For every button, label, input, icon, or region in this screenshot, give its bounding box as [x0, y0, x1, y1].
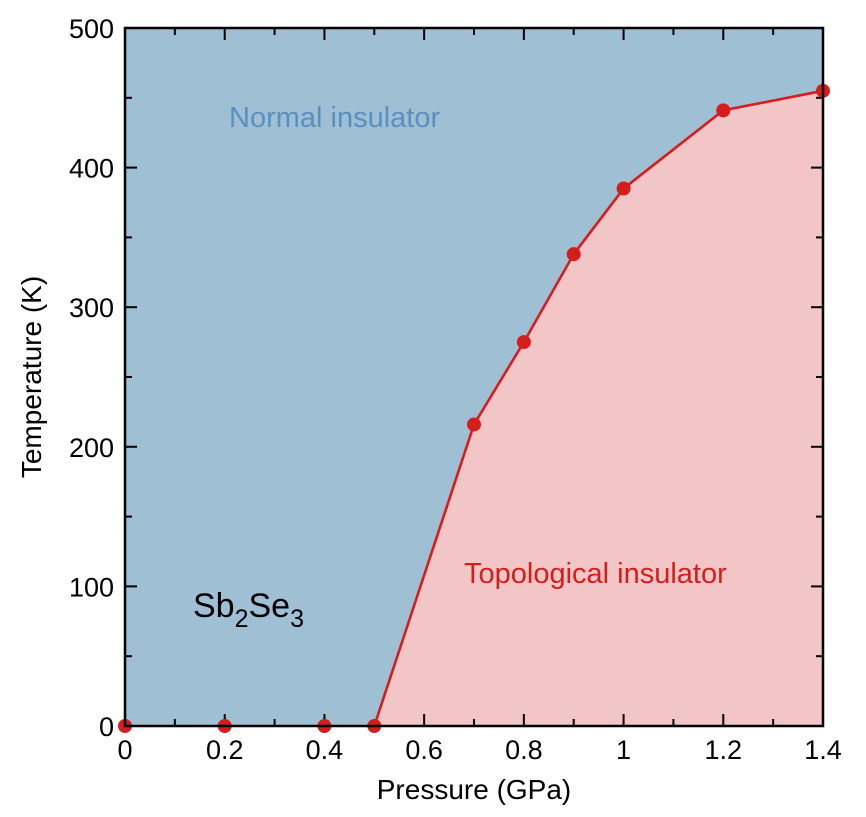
y-tick-label: 500 [69, 14, 114, 44]
y-tick-label: 300 [69, 293, 114, 323]
x-tick-label: 1.4 [804, 735, 842, 765]
data-point [716, 103, 731, 118]
x-tick-label: 0.4 [306, 735, 344, 765]
formula-subscript: 3 [290, 605, 304, 633]
data-point [467, 417, 481, 432]
data-point [566, 247, 581, 262]
y-axis-title: Temperature (K) [16, 276, 47, 478]
data-point [516, 335, 531, 350]
x-tick-labels: 0 0.2 0.4 0.6 0.8 1 1.2 1.4 [117, 735, 841, 765]
y-tick-label: 400 [69, 154, 114, 184]
material-formula-label: Sb2Se3 [193, 587, 304, 633]
topological-insulator-label: Topological insulator [464, 558, 727, 590]
normal-insulator-label: Normal insulator [229, 102, 440, 134]
x-tick-label: 0.6 [405, 735, 443, 765]
x-tick-label: 0 [117, 735, 132, 765]
y-tick-labels: 0 100 200 300 400 500 [69, 14, 114, 742]
formula-text: Sb [193, 587, 235, 625]
x-tick-label: 1 [616, 735, 631, 765]
topological-insulator-region [125, 90, 823, 726]
y-tick-label: 100 [69, 572, 114, 602]
x-axis-title: Pressure (GPa) [377, 774, 572, 805]
x-tick-label: 1.2 [705, 735, 743, 765]
formula-subscript: 2 [235, 605, 249, 633]
plot-frame [123, 26, 825, 728]
x-tick-label: 0.8 [505, 735, 543, 765]
x-tick-label: 0.2 [206, 735, 244, 765]
formula-text: Se [249, 587, 291, 625]
data-point [616, 181, 631, 196]
y-tick-label: 0 [99, 712, 114, 742]
y-tick-label: 200 [69, 433, 114, 463]
